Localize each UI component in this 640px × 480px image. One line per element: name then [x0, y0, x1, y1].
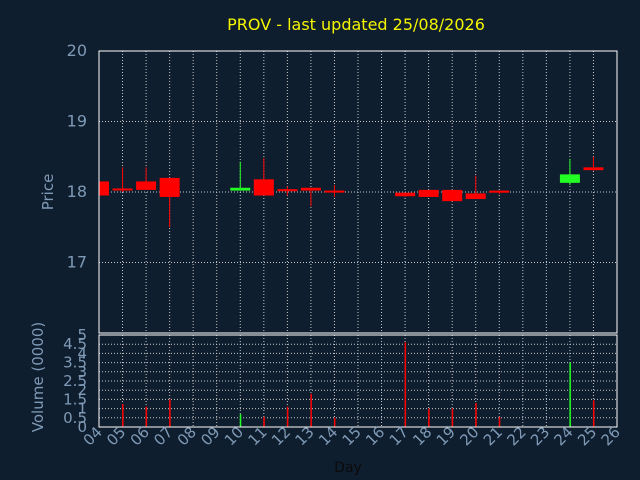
price-tick-label: 20 [67, 41, 87, 60]
volume-tick-label: 3.5 [63, 354, 87, 372]
candle-body [559, 174, 580, 183]
candle-body [395, 192, 416, 197]
volume-bar [239, 414, 242, 427]
volume-bar [428, 408, 430, 427]
chart-title: PROV - last updated 25/08/2026 [227, 15, 485, 34]
candle-body [136, 181, 157, 190]
candle-body [112, 188, 133, 191]
candle-body [583, 167, 604, 171]
volume-tick-label: 3 [77, 363, 87, 381]
volume-bar [122, 404, 124, 427]
price-axis-label: Price [39, 174, 57, 211]
candle-body [253, 179, 274, 196]
volume-tick-label: 2.5 [63, 372, 87, 390]
candle-body [489, 190, 510, 193]
volume-frame [98, 334, 618, 428]
volume-bar [263, 416, 265, 427]
volume-tick-label: 0.5 [63, 409, 87, 427]
volume-bar [475, 403, 477, 427]
candle-body [418, 189, 439, 197]
volume-bar [310, 393, 312, 427]
volume-axis-label: Volume (0000) [29, 322, 47, 432]
volume-bar [145, 406, 148, 427]
volume-tick-label: 5 [77, 326, 87, 344]
volume-tick-label: 4 [77, 344, 87, 362]
volume-tick-label: 4.5 [63, 335, 87, 353]
price-frame [98, 50, 618, 334]
volume-bar [333, 417, 336, 427]
volume-bar [451, 408, 454, 427]
candle-body [159, 177, 180, 197]
price-panel: 17 18 19 20 Price [39, 41, 618, 334]
volume-tick-label: 1 [77, 400, 87, 418]
x-axis-label: Day [334, 460, 362, 476]
price-tick-label: 18 [67, 182, 87, 201]
candle-body [277, 189, 298, 192]
candle-body [324, 190, 345, 193]
volume-bar [569, 362, 571, 427]
price-tick-label: 17 [67, 253, 87, 272]
volume-bar [592, 400, 595, 427]
volume-bar [169, 399, 171, 427]
candle-body [300, 187, 321, 191]
volume-bar [498, 416, 501, 427]
volume-bar [404, 342, 407, 427]
price-tick-label: 19 [67, 112, 87, 131]
volume-tick-label: 0 [77, 418, 87, 436]
candle-body [442, 189, 463, 202]
volume-bar [286, 406, 289, 427]
candle-body [230, 187, 251, 191]
candle-body [465, 193, 486, 200]
candle-body [99, 181, 109, 196]
volume-tick-label: 2 [77, 381, 87, 399]
volume-tick-label: 1.5 [63, 390, 87, 408]
